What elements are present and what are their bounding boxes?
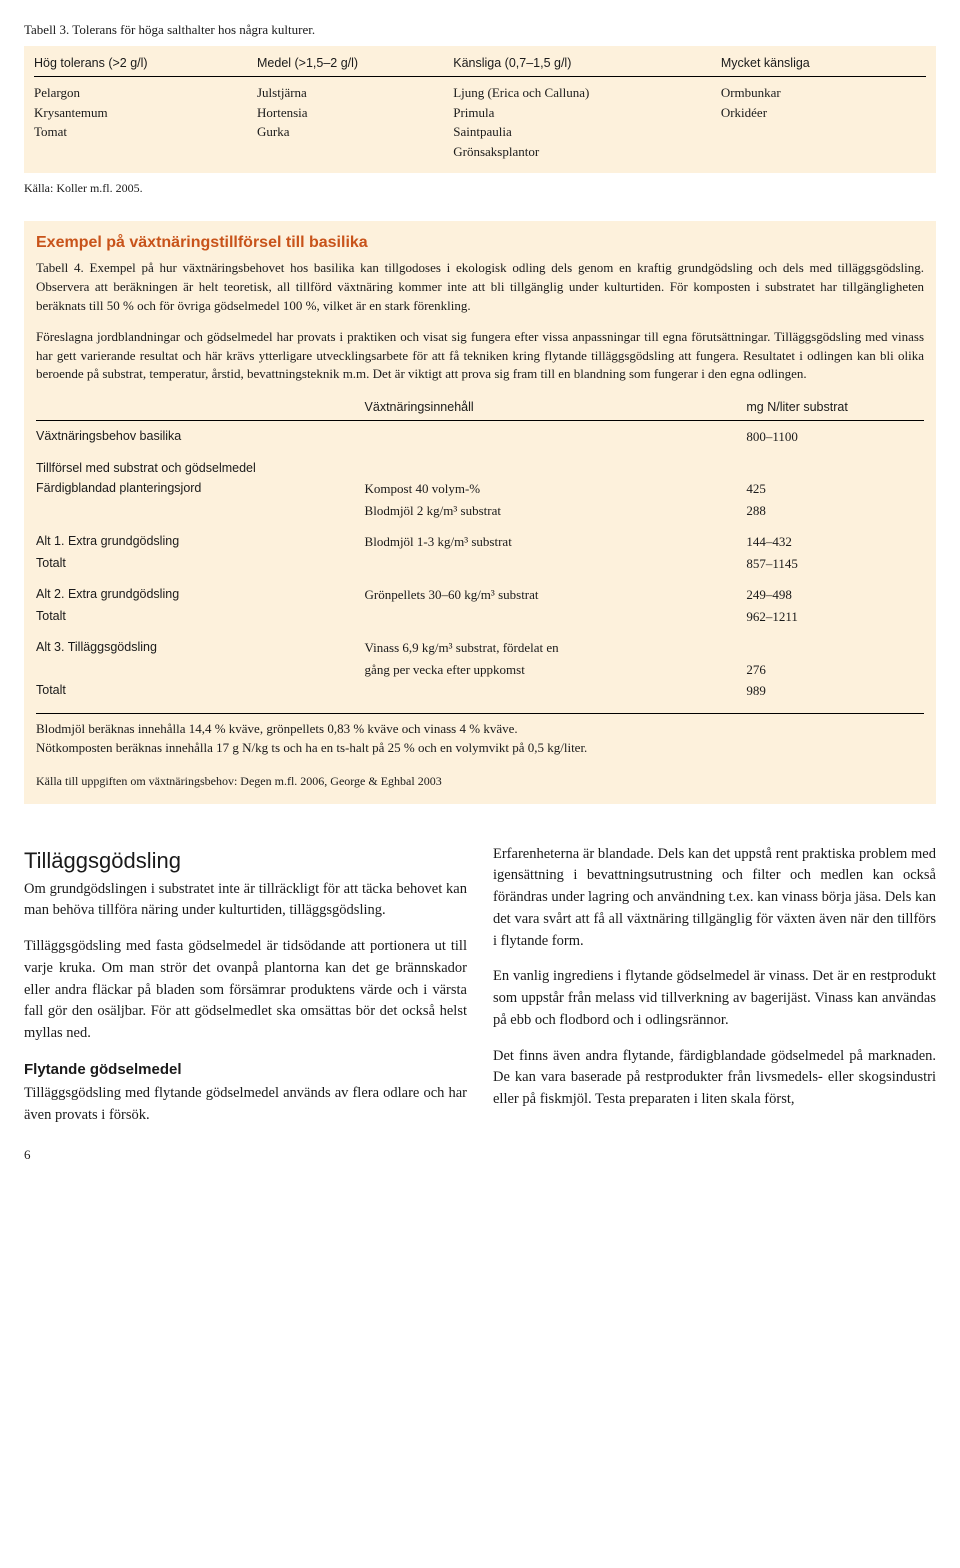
cell	[365, 681, 747, 701]
cell: Primula	[453, 103, 721, 123]
cell: Ljung (Erica och Calluna)	[453, 83, 721, 103]
paragraph: Tilläggsgödsling med fasta gödselmedel ä…	[24, 936, 467, 1045]
right-column: Erfarenheterna är blandade. Dels kan det…	[493, 844, 936, 1165]
cell: Krysantemum	[34, 103, 257, 123]
cell: Alt 2. Extra grundgödsling	[36, 585, 365, 605]
table-row: Färdigblandad planteringsjord Kompost 40…	[36, 479, 924, 499]
cell: 249–498	[746, 585, 924, 605]
cell: Blodmjöl 1-3 kg/m³ substrat	[365, 532, 747, 552]
section2-p1: Tabell 4. Exempel på hur växtnäringsbeho…	[36, 259, 924, 316]
cell: 288	[746, 501, 924, 521]
table-row: Alt 2. Extra grundgödsling Grönpellets 3…	[36, 585, 924, 605]
cell: 989	[746, 681, 924, 701]
table-row: Växtnäringsbehov basilika 800–1100	[36, 427, 924, 447]
cell	[365, 607, 747, 627]
table3-col3: Ljung (Erica och Calluna) Primula Saintp…	[453, 83, 721, 161]
cell: gång per vecka efter uppkomst	[365, 660, 747, 680]
table-row: Blodmjöl 2 kg/m³ substrat 288	[36, 501, 924, 521]
table3-source: Källa: Koller m.fl. 2005.	[24, 179, 936, 197]
th-col1: Hög tolerans (>2 g/l)	[34, 54, 257, 73]
table4-header: Växtnäringsinnehåll mg N/liter substrat	[36, 398, 924, 421]
cell: Totalt	[36, 681, 365, 701]
t4h-c3: mg N/liter substrat	[746, 398, 924, 417]
cell: Växtnäringsbehov basilika	[36, 427, 365, 447]
paragraph: Tilläggsgödsling med flytande gödselmede…	[24, 1083, 467, 1127]
table4: Växtnäringsinnehåll mg N/liter substrat …	[36, 398, 924, 789]
cell: Gurka	[257, 122, 453, 142]
t4-sec-alt3: Alt 3. Tilläggsgödsling Vinass 6,9 kg/m³…	[36, 638, 924, 701]
cell: Orkidéer	[721, 103, 926, 123]
cell: Tomat	[34, 122, 257, 142]
cell	[365, 427, 747, 447]
cell: 425	[746, 479, 924, 499]
section2-p2: Föreslagna jordblandningar och gödselmed…	[36, 328, 924, 385]
table3-header: Hög tolerans (>2 g/l) Medel (>1,5–2 g/l)…	[34, 54, 926, 78]
table3-col4: Ormbunkar Orkidéer	[721, 83, 926, 161]
body-columns: Tilläggsgödsling Om grundgödslingen i su…	[24, 844, 936, 1165]
paragraph: Det finns även andra flytande, färdigbla…	[493, 1046, 936, 1111]
t4h-c1	[36, 398, 365, 417]
cell: Totalt	[36, 554, 365, 574]
cell: Totalt	[36, 607, 365, 627]
table-row: gång per vecka efter uppkomst 276	[36, 660, 924, 680]
left-column: Tilläggsgödsling Om grundgödslingen i su…	[24, 844, 467, 1165]
paragraph: Erfarenheterna är blandade. Dels kan det…	[493, 844, 936, 953]
cell: Färdigblandad planteringsjord	[36, 479, 365, 499]
t4-sec-tillforsel: Tillförsel med substrat och gödselmedel …	[36, 459, 924, 521]
cell: Vinass 6,9 kg/m³ substrat, fördelat en	[365, 638, 747, 658]
th-col4: Mycket känsliga	[721, 54, 926, 73]
cell: Pelargon	[34, 83, 257, 103]
table3-col2: Julstjärna Hortensia Gurka	[257, 83, 453, 161]
cell: Ormbunkar	[721, 83, 926, 103]
t4-sec-behov: Växtnäringsbehov basilika 800–1100	[36, 427, 924, 447]
table-row: Alt 1. Extra grundgödsling Blodmjöl 1-3 …	[36, 532, 924, 552]
t4h-c2: Växtnäringsinnehåll	[365, 398, 747, 417]
table-row: Totalt 857–1145	[36, 554, 924, 574]
th-col3: Känsliga (0,7–1,5 g/l)	[453, 54, 721, 73]
cell: 144–432	[746, 532, 924, 552]
section2: Exempel på växtnäringstillförsel till ba…	[24, 221, 936, 803]
table-row: Totalt 962–1211	[36, 607, 924, 627]
t4-subhead: Tillförsel med substrat och gödselmedel	[36, 459, 924, 478]
table3-col1: Pelargon Krysantemum Tomat	[34, 83, 257, 161]
cell: Kompost 40 volym-%	[365, 479, 747, 499]
cell	[36, 501, 365, 521]
cell: Saintpaulia	[453, 122, 721, 142]
cell	[36, 660, 365, 680]
table-row: Totalt 989	[36, 681, 924, 701]
th-col2: Medel (>1,5–2 g/l)	[257, 54, 453, 73]
cell: Grönsaksplantor	[453, 142, 721, 162]
cell: 800–1100	[746, 427, 924, 447]
cell	[365, 554, 747, 574]
table4-footer: Blodmjöl beräknas innehålla 14,4 % kväve…	[36, 713, 924, 758]
heading-flytande: Flytande gödselmedel	[24, 1059, 467, 1082]
footer-line1: Blodmjöl beräknas innehålla 14,4 % kväve…	[36, 720, 924, 739]
cell: Hortensia	[257, 103, 453, 123]
cell: Grönpellets 30–60 kg/m³ substrat	[365, 585, 747, 605]
table3: Hög tolerans (>2 g/l) Medel (>1,5–2 g/l)…	[24, 46, 936, 174]
heading-tillagsgodsling: Tilläggsgödsling	[24, 844, 467, 877]
paragraph: Om grundgödslingen i substratet inte är …	[24, 879, 467, 923]
table4-source: Källa till uppgiften om växtnäringsbehov…	[36, 772, 924, 790]
section2-title: Exempel på växtnäringstillförsel till ba…	[36, 231, 924, 255]
table3-caption: Tabell 3. Tolerans för höga salthalter h…	[24, 20, 936, 40]
cell	[746, 638, 924, 658]
table3-body: Pelargon Krysantemum Tomat Julstjärna Ho…	[34, 83, 926, 161]
cell: Julstjärna	[257, 83, 453, 103]
t4-sec-alt1: Alt 1. Extra grundgödsling Blodmjöl 1-3 …	[36, 532, 924, 573]
footer-line2: Nötkomposten beräknas innehålla 17 g N/k…	[36, 739, 924, 758]
paragraph: En vanlig ingrediens i flytande gödselme…	[493, 966, 936, 1031]
cell: 962–1211	[746, 607, 924, 627]
cell: 857–1145	[746, 554, 924, 574]
cell: 276	[746, 660, 924, 680]
cell: Alt 1. Extra grundgödsling	[36, 532, 365, 552]
page-number: 6	[24, 1145, 467, 1165]
cell: Alt 3. Tilläggsgödsling	[36, 638, 365, 658]
t4-sec-alt2: Alt 2. Extra grundgödsling Grönpellets 3…	[36, 585, 924, 626]
table-row: Alt 3. Tilläggsgödsling Vinass 6,9 kg/m³…	[36, 638, 924, 658]
cell: Blodmjöl 2 kg/m³ substrat	[365, 501, 747, 521]
